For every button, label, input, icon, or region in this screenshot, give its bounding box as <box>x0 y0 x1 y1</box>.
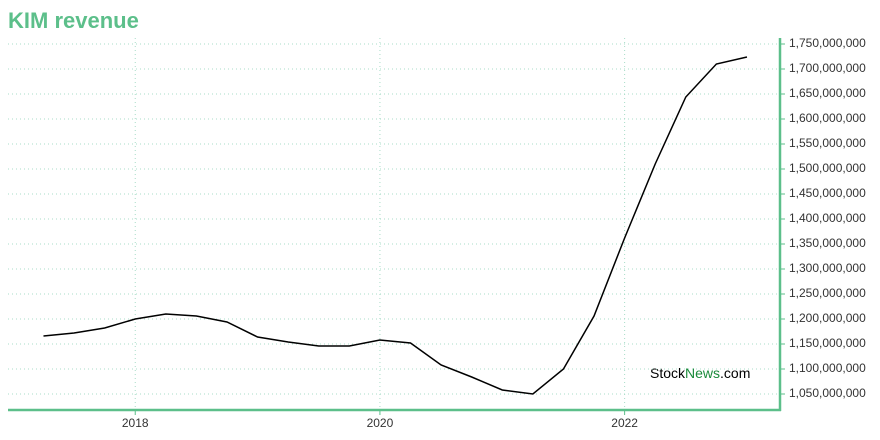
watermark-part: News <box>685 365 720 381</box>
line <box>43 56 748 395</box>
watermark-part: Stock <box>650 365 686 381</box>
watermark-part: .com <box>720 365 750 381</box>
watermark: StockNews.com <box>650 365 750 381</box>
y-tick-label: 1,200,000,000 <box>789 311 866 325</box>
y-tick-label: 1,400,000,000 <box>789 211 866 225</box>
y-tick-label: 1,300,000,000 <box>789 261 866 275</box>
chart-title: KIM revenue <box>8 8 139 33</box>
y-tick-label: 1,750,000,000 <box>789 36 866 50</box>
y-tick-label: 1,050,000,000 <box>789 386 866 400</box>
y-tick-label: 1,600,000,000 <box>789 111 866 125</box>
y-tick-label: 1,650,000,000 <box>789 86 866 100</box>
y-tick-label: 1,450,000,000 <box>789 186 866 200</box>
y-tick-label: 1,550,000,000 <box>789 136 866 150</box>
y-tick-label: 1,700,000,000 <box>789 61 866 75</box>
y-tick-label: 1,500,000,000 <box>789 161 866 175</box>
y-tick-label: 1,250,000,000 <box>789 286 866 300</box>
x-tick-label: 2018 <box>122 416 149 430</box>
y-tick-label: 1,350,000,000 <box>789 236 866 250</box>
y-tick-label: 1,100,000,000 <box>789 361 866 375</box>
x-tick-label: 2020 <box>367 416 394 430</box>
x-tick-label: 2022 <box>611 416 638 430</box>
y-tick-label: 1,150,000,000 <box>789 336 866 350</box>
